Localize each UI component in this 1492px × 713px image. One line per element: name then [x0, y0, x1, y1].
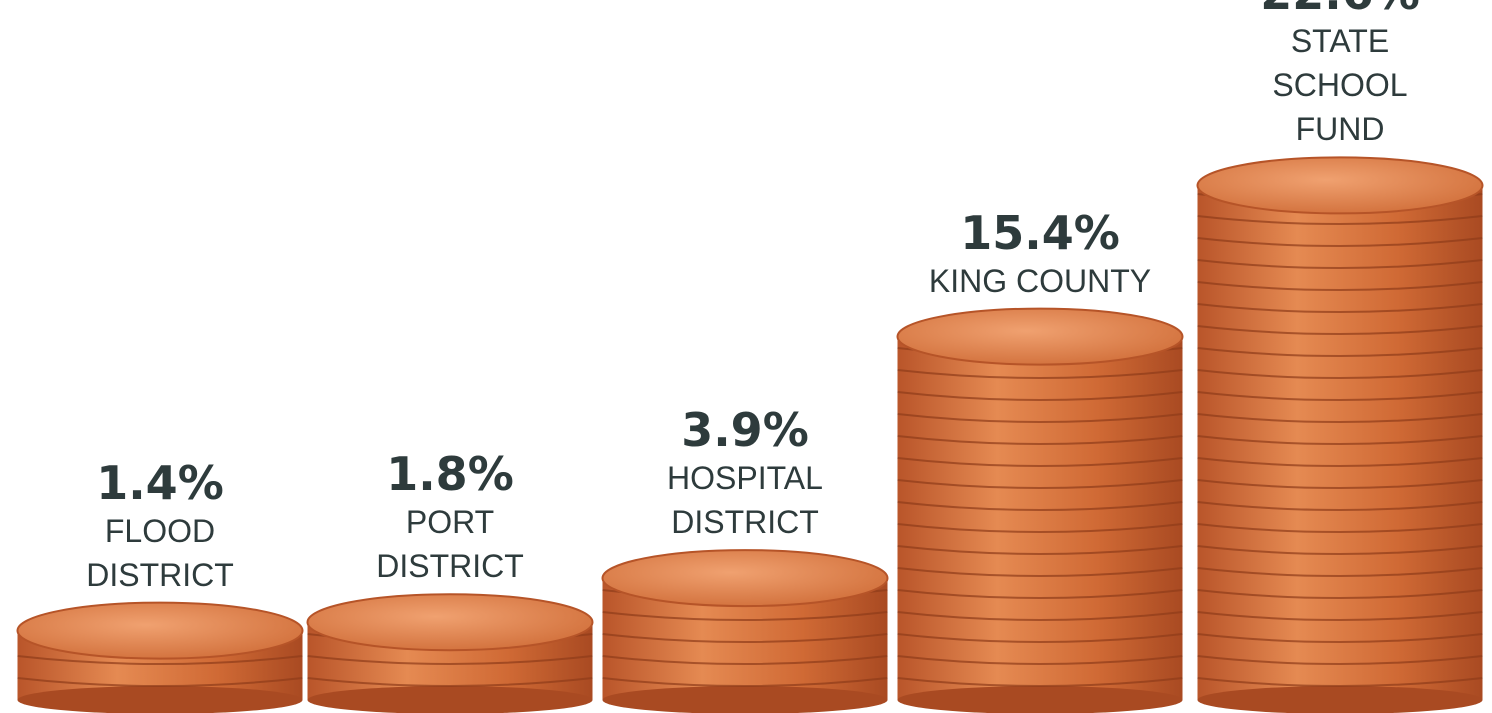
coin-edge: [1197, 391, 1483, 401]
coin-edge: [1197, 325, 1483, 335]
coin-edge: [1197, 259, 1483, 269]
coin-edge: [602, 611, 888, 621]
coin-edge: [897, 677, 1183, 687]
coin-edge: [1197, 413, 1483, 423]
coin-edge: [602, 677, 888, 687]
coin-edge: [897, 633, 1183, 643]
coin-edge: [602, 655, 888, 665]
coin-edge: [1197, 611, 1483, 621]
coin-edge: [897, 435, 1183, 445]
coin-top: [896, 307, 1184, 366]
coin-stack: [16, 601, 304, 713]
coin-edge: [1197, 479, 1483, 489]
coin-edge: [897, 413, 1183, 423]
stack-label: 1.8% PORT DISTRICT: [300, 448, 600, 588]
stack-bottom: [897, 686, 1183, 713]
coin-top: [16, 601, 304, 660]
stack-bottom: [1197, 686, 1483, 713]
coin-edge: [1197, 215, 1483, 225]
coin-edge: [1197, 589, 1483, 599]
coin-edge: [1197, 369, 1483, 379]
coin-edge: [1197, 567, 1483, 577]
coin-edge: [1197, 523, 1483, 533]
coin-edge: [1197, 655, 1483, 665]
stack-bottom: [307, 686, 593, 713]
stack-bottom: [602, 686, 888, 713]
stack-body: [1197, 185, 1483, 700]
coin-edge: [897, 545, 1183, 555]
stack-label: 1.4% FLOOD DISTRICT: [10, 457, 310, 597]
coin-edge: [307, 677, 593, 687]
coin-edge: [897, 479, 1183, 489]
coin-edge: [1197, 237, 1483, 247]
coin-edge: [1197, 281, 1483, 291]
category-label: FLOOD DISTRICT: [86, 512, 234, 593]
stack-label: 22.6% STATE SCHOOL FUND: [1190, 0, 1490, 151]
coin-stack: [896, 307, 1184, 713]
stack-bottom: [17, 686, 303, 713]
coin-edge: [17, 677, 303, 687]
coin-edge: [897, 369, 1183, 379]
value-label: 1.8%: [386, 447, 514, 502]
coin-top: [306, 593, 594, 652]
coin-edge: [1197, 677, 1483, 687]
category-label: PORT DISTRICT: [376, 504, 524, 585]
coin-edge: [1197, 633, 1483, 643]
coin-edge: [1197, 501, 1483, 511]
coin-edge: [897, 611, 1183, 621]
coin-stack: [601, 549, 889, 713]
value-label: 1.4%: [96, 455, 224, 510]
stack-body: [897, 336, 1183, 700]
coin-top: [1196, 156, 1484, 215]
value-label: 22.6%: [1190, 0, 1490, 19]
coin-edge: [897, 523, 1183, 533]
coin-edge: [897, 655, 1183, 665]
coin-stack: [306, 593, 594, 713]
stack-label: 15.4% KING COUNTY: [890, 207, 1190, 303]
coin-edge: [897, 501, 1183, 511]
coin-edge: [17, 655, 303, 665]
coin-edge: [1197, 435, 1483, 445]
value-label: 3.9%: [681, 403, 809, 458]
stack-label: 3.9% HOSPITAL DISTRICT: [595, 404, 895, 544]
coin-edge: [602, 633, 888, 643]
coin-edge: [897, 589, 1183, 599]
coin-edge: [897, 567, 1183, 577]
coin-edge: [1197, 303, 1483, 313]
coin-stack: [1196, 156, 1484, 713]
category-label: STATE SCHOOL FUND: [1272, 23, 1408, 148]
coin-top: [601, 549, 889, 608]
category-label: KING COUNTY: [928, 262, 1152, 299]
coin-edge: [897, 391, 1183, 401]
coin-edge: [1197, 347, 1483, 357]
coin-edge: [1197, 457, 1483, 467]
coin-edge: [897, 457, 1183, 467]
category-label: HOSPITAL DISTRICT: [667, 460, 823, 541]
coin-edge: [1197, 545, 1483, 555]
value-label: 15.4%: [960, 205, 1120, 260]
coin-edge: [307, 655, 593, 665]
